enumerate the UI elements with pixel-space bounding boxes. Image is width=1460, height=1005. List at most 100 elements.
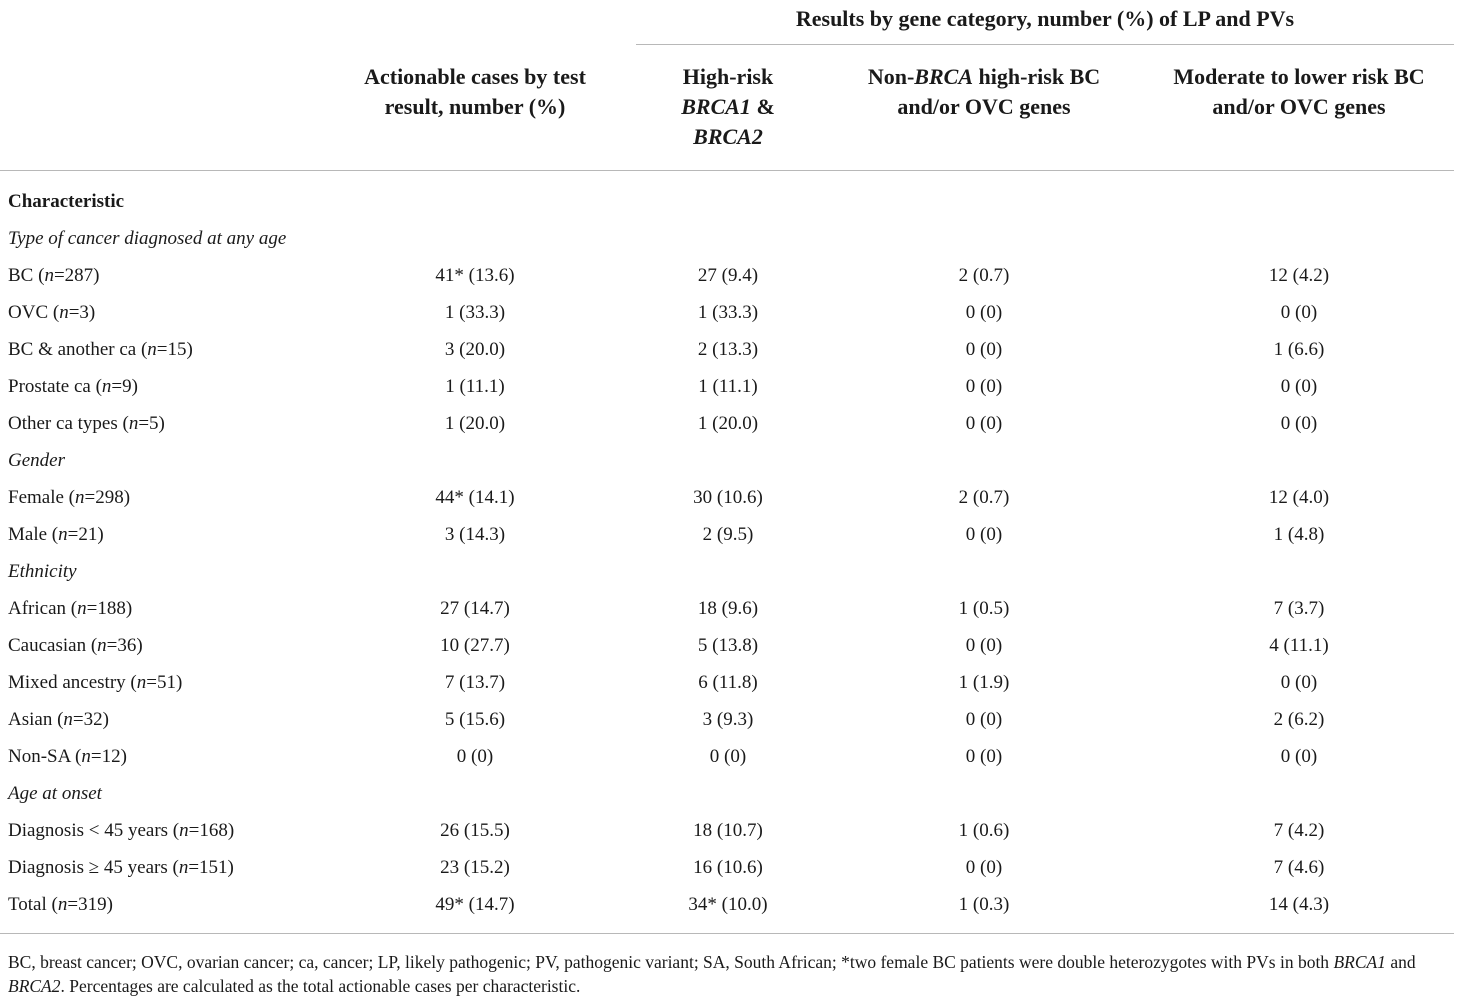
cell-moderate: 7 (4.2) [1273, 820, 1325, 841]
category-subheading: Gender [8, 450, 65, 471]
row-label: Prostate ca (n=9) [8, 375, 138, 399]
cell-brca: 5 (13.8) [697, 635, 759, 656]
cell-nonbrca: 0 (0) [965, 302, 1003, 323]
cell-actionable: 10 (27.7) [440, 635, 510, 656]
cell-actionable: 1 (20.0) [444, 413, 506, 434]
col-brca-header: High-risk BRCA1 & BRCA2 [640, 62, 816, 152]
cell-brca: 18 (10.7) [693, 820, 763, 841]
row-label-n: n [136, 672, 147, 693]
row-label-count: =287) [53, 265, 100, 286]
cell-brca: 1 (33.3) [697, 302, 759, 323]
cell-actionable: 44* (14.1) [435, 487, 515, 508]
row-label-n: n [58, 524, 68, 545]
cell-actionable: 23 (15.2) [440, 857, 510, 878]
header-bottom-rule [0, 170, 1454, 171]
cell-moderate: 12 (4.2) [1268, 265, 1330, 286]
row-label-n: n [147, 339, 157, 360]
row-label-n: n [128, 413, 139, 434]
col-nonbrca-gene: BRCA [914, 64, 973, 89]
cell-brca: 1 (11.1) [698, 376, 758, 397]
row-label: Caucasian (n=36) [8, 634, 143, 658]
cell-nonbrca: 2 (0.7) [958, 487, 1010, 508]
cell-brca: 30 (10.6) [693, 487, 763, 508]
cell-nonbrca: 1 (1.9) [958, 672, 1010, 693]
ampersand: & [750, 94, 775, 119]
col-nonbrca-header: Non-BRCA high-risk BC and/or OVC genes [836, 62, 1132, 122]
row-label-n: n [75, 487, 85, 508]
row-label-text: African ( [8, 598, 78, 619]
row-label-n: n [57, 894, 68, 915]
row-label: Other ca types (n=5) [8, 412, 165, 436]
col-actionable-line1: Actionable cases by test [364, 64, 586, 89]
row-label-n: n [81, 746, 91, 767]
col-brca-line1: High-risk [682, 64, 774, 89]
cell-moderate: 7 (4.6) [1273, 857, 1325, 878]
cell-actionable: 7 (13.7) [444, 672, 506, 693]
row-label-text: Caucasian ( [8, 635, 98, 656]
cell-brca: 34* (10.0) [688, 894, 768, 915]
col-nonbrca-line1: Non-BRCA high-risk BC [836, 62, 1132, 92]
cell-moderate: 2 (6.2) [1273, 709, 1325, 730]
cell-moderate: 0 (0) [1280, 672, 1318, 693]
category-subheading: Age at onset [8, 783, 102, 804]
cell-actionable: 5 (15.6) [444, 709, 506, 730]
row-label-count: =32) [72, 709, 109, 730]
row-label-n: n [179, 820, 189, 841]
cell-nonbrca: 2 (0.7) [958, 265, 1010, 286]
row-label: African (n=188) [8, 597, 132, 621]
cell-nonbrca: 0 (0) [965, 339, 1003, 360]
row-label: BC & another ca (n=15) [8, 338, 193, 362]
row-label-count: =319) [67, 894, 113, 915]
cell-actionable: 1 (33.3) [444, 302, 506, 323]
cell-brca: 6 (11.8) [698, 672, 758, 693]
cell-actionable: 3 (20.0) [444, 339, 506, 360]
cell-moderate: 7 (3.7) [1273, 598, 1325, 619]
row-label: OVC (n=3) [8, 301, 95, 325]
row-label-text: Male ( [8, 524, 59, 545]
table-bottom-rule [0, 933, 1454, 934]
row-label-n: n [59, 302, 69, 323]
row-label: Diagnosis ≥ 45 years (n=151) [8, 856, 234, 880]
cell-nonbrca: 1 (0.6) [958, 820, 1010, 841]
cell-brca: 1 (20.0) [697, 413, 759, 434]
cell-nonbrca: 0 (0) [965, 746, 1003, 767]
row-label-count: =298) [84, 487, 131, 508]
cell-brca: 3 (9.3) [702, 709, 754, 730]
cell-brca: 0 (0) [709, 746, 747, 767]
cell-moderate: 4 (11.1) [1269, 635, 1329, 656]
cell-nonbrca: 0 (0) [965, 413, 1003, 434]
cell-nonbrca: 0 (0) [965, 857, 1003, 878]
row-label-text: Diagnosis < 45 years ( [8, 820, 180, 841]
row-label-count: =151) [188, 857, 234, 878]
cell-nonbrca: 0 (0) [965, 524, 1003, 545]
cell-nonbrca: 0 (0) [965, 635, 1003, 656]
row-label-n: n [101, 376, 112, 397]
cell-moderate: 0 (0) [1280, 376, 1318, 397]
category-subheading: Type of cancer diagnosed at any age [8, 228, 287, 249]
row-label-text: Asian ( [8, 709, 64, 730]
cell-actionable: 26 (15.5) [440, 820, 510, 841]
cell-moderate: 1 (6.6) [1273, 339, 1325, 360]
col-moderate-header: Moderate to lower risk BC and/or OVC gen… [1140, 62, 1458, 122]
row-label-text: Diagnosis ≥ 45 years ( [8, 857, 179, 878]
row-label-count: =36) [106, 635, 143, 656]
cell-nonbrca: 0 (0) [965, 709, 1003, 730]
cell-moderate: 0 (0) [1280, 413, 1318, 434]
footnote-brca1: BRCA1 [1333, 952, 1386, 972]
row-label-count: =15) [156, 339, 193, 360]
footnote-brca2: BRCA2 [8, 976, 61, 996]
row-label-text: BC & another ca ( [8, 339, 148, 360]
group-underline [636, 44, 1454, 45]
row-label: Female (n=298) [8, 486, 130, 510]
row-label-text: Prostate ca ( [8, 376, 102, 397]
col-nonbrca-suffix: high-risk BC [973, 64, 1101, 89]
row-label: Diagnosis < 45 years (n=168) [8, 819, 234, 843]
cell-moderate: 14 (4.3) [1268, 894, 1330, 915]
cell-brca: 27 (9.4) [697, 265, 759, 286]
row-label: Asian (n=32) [8, 708, 109, 732]
row-label-n: n [97, 635, 107, 656]
cell-actionable: 49* (14.7) [435, 894, 515, 915]
cell-brca: 16 (10.6) [693, 857, 763, 878]
col-moderate-line2: and/or OVC genes [1212, 94, 1386, 119]
row-label-count: =12) [90, 746, 127, 767]
